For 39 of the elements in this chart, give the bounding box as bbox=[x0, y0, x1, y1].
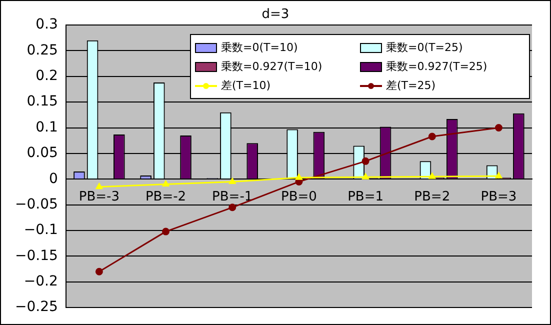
point bbox=[162, 180, 170, 187]
x-tick-label: PB=3 bbox=[480, 189, 517, 204]
point bbox=[229, 178, 236, 184]
y-tick-label: 0.3 bbox=[36, 16, 58, 33]
chart-title: d=3 bbox=[262, 7, 290, 22]
y-tick-label: −0.05 bbox=[14, 196, 58, 212]
y-tick-label: −0.2 bbox=[24, 274, 58, 290]
point bbox=[162, 228, 170, 236]
y-tick-label: −0.15 bbox=[14, 248, 58, 264]
x-tick-label: PB=-1 bbox=[212, 189, 253, 204]
point bbox=[96, 183, 103, 190]
point bbox=[296, 174, 302, 180]
point bbox=[95, 268, 103, 276]
point bbox=[495, 172, 502, 178]
legend-label: 乗数=0.927(T=25) bbox=[386, 59, 488, 74]
legend-label: 乗数=0(T=10) bbox=[221, 40, 298, 55]
legend-label: 乗数=0(T=25) bbox=[386, 40, 463, 55]
point bbox=[228, 204, 236, 212]
y-tick-label: 0.1 bbox=[36, 119, 58, 136]
y-tick-label: 0.25 bbox=[26, 42, 58, 58]
x-tick-label: PB=2 bbox=[414, 189, 450, 204]
legend-label: 差(T=10) bbox=[221, 78, 271, 93]
point bbox=[362, 157, 370, 165]
x-tick-label: PB=0 bbox=[280, 189, 317, 204]
y-tick-label: 0.15 bbox=[26, 94, 58, 110]
legend-label: 乗数=0.927(T=10) bbox=[221, 59, 322, 74]
y-tick-label: −0.25 bbox=[14, 299, 58, 316]
point bbox=[362, 173, 369, 180]
x-tick-label: PB=-3 bbox=[78, 189, 120, 204]
point bbox=[428, 172, 436, 179]
legend-label: 差(T=25) bbox=[386, 78, 436, 93]
x-tick-label: PB=-2 bbox=[145, 189, 186, 204]
y-tick-label: 0.2 bbox=[36, 68, 58, 84]
point bbox=[494, 124, 502, 132]
x-tick-label: PB=1 bbox=[348, 189, 384, 204]
y-tick-label: −0.1 bbox=[24, 222, 58, 238]
y-tick-label: 0.05 bbox=[26, 145, 58, 162]
point bbox=[428, 132, 436, 140]
y-tick-label: 0 bbox=[48, 170, 58, 187]
